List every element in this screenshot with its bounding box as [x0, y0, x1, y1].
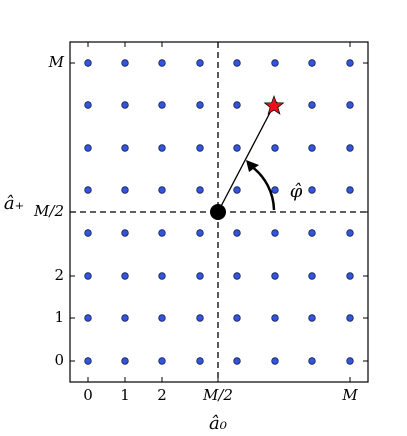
dot: [196, 101, 204, 109]
dot: [233, 186, 241, 194]
x-tick-label: 0: [83, 386, 93, 404]
dot: [196, 357, 204, 365]
dot: [158, 186, 166, 194]
dot: [121, 314, 129, 322]
center-point: [210, 204, 226, 220]
dot: [308, 229, 316, 237]
dot: [158, 314, 166, 322]
dot: [196, 144, 204, 152]
angle-arc: [250, 164, 276, 211]
dot: [271, 144, 279, 152]
dot: [196, 314, 204, 322]
y-axis-label: â₊: [4, 193, 24, 214]
dot: [196, 272, 204, 280]
dot: [121, 229, 129, 237]
dot: [158, 357, 166, 365]
angle-label: φ̂: [290, 181, 303, 202]
x-axis-label: â₀: [209, 413, 227, 434]
vector-line: [217, 104, 275, 213]
dot: [346, 144, 354, 152]
dot-grid: [84, 59, 354, 365]
dot: [271, 59, 279, 67]
dot: [346, 272, 354, 280]
dot: [84, 186, 92, 194]
x-tick-label: M/2: [202, 386, 233, 404]
y-tick-label: M/2: [33, 202, 64, 220]
dot: [233, 272, 241, 280]
y-tick-label: 2: [54, 266, 64, 284]
dot: [158, 229, 166, 237]
dot: [121, 186, 129, 194]
dot: [158, 272, 166, 280]
dot: [308, 59, 316, 67]
dot: [233, 59, 241, 67]
dot: [121, 357, 129, 365]
dot: [271, 186, 279, 194]
x-tick-label: 1: [120, 386, 130, 404]
dot: [158, 101, 166, 109]
dot: [84, 59, 92, 67]
dot: [308, 101, 316, 109]
dot: [233, 229, 241, 237]
dot: [308, 144, 316, 152]
dot: [158, 144, 166, 152]
dot: [158, 59, 166, 67]
dot: [196, 229, 204, 237]
dot: [84, 272, 92, 280]
ticks: 0 1 2 M/2 M 0 1 2 M/2 M: [33, 42, 368, 404]
dot: [233, 101, 241, 109]
dot: [346, 101, 354, 109]
dot: [121, 144, 129, 152]
x-tick-label: 2: [157, 386, 167, 404]
dot: [271, 229, 279, 237]
dot: [308, 357, 316, 365]
dot: [84, 314, 92, 322]
dot: [196, 186, 204, 194]
dot: [308, 186, 316, 194]
dot: [196, 59, 204, 67]
dot: [84, 357, 92, 365]
x-tick-label: M: [341, 386, 358, 404]
dot: [346, 186, 354, 194]
arrow-head: [246, 160, 259, 172]
y-tick-label: M: [48, 53, 65, 71]
dot: [271, 272, 279, 280]
dot: [84, 229, 92, 237]
dot: [84, 101, 92, 109]
dot: [271, 357, 279, 365]
dot: [233, 314, 241, 322]
dot: [346, 229, 354, 237]
dot: [271, 314, 279, 322]
star-point: [263, 94, 285, 115]
dot: [308, 314, 316, 322]
dot: [346, 314, 354, 322]
dot: [308, 272, 316, 280]
y-tick-label: 1: [54, 308, 64, 326]
y-tick-label: 0: [54, 351, 64, 369]
dot: [121, 59, 129, 67]
dot: [84, 144, 92, 152]
dot: [346, 59, 354, 67]
dot: [233, 144, 241, 152]
dot: [121, 101, 129, 109]
dot: [121, 272, 129, 280]
dot: [346, 357, 354, 365]
dot: [233, 357, 241, 365]
